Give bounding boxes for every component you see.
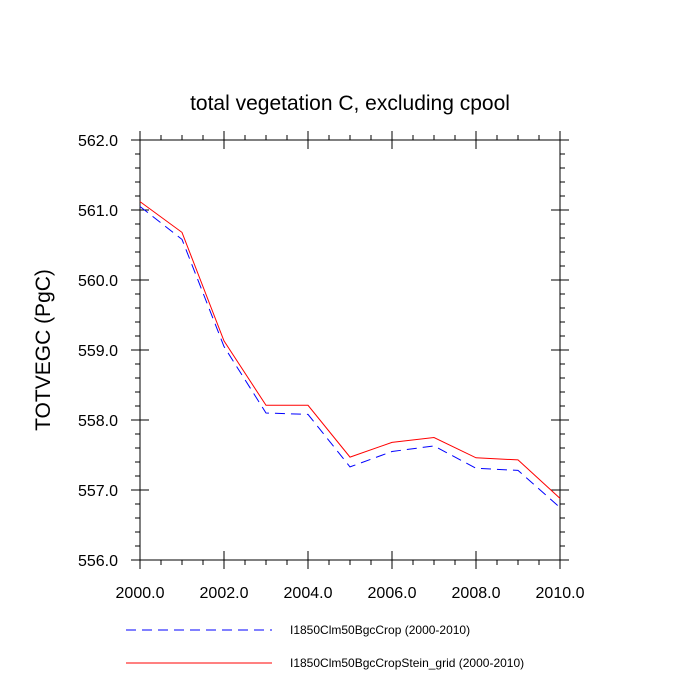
y-tick-label: 561.0 xyxy=(78,203,118,220)
series-lines xyxy=(139,201,561,508)
y-tick-label: 562.0 xyxy=(78,133,118,150)
y-tick-label: 557.0 xyxy=(78,483,118,500)
x-tick-label: 2006.0 xyxy=(368,585,417,602)
x-tick-label: 2004.0 xyxy=(284,585,333,602)
x-tick-label: 2010.0 xyxy=(536,585,585,602)
series-line-1 xyxy=(139,206,561,508)
y-tick-label: 556.0 xyxy=(78,553,118,570)
legend-label-2: I1850Clm50BgcCropStein_grid (2000-2010) xyxy=(290,656,524,670)
x-tick-label: 2002.0 xyxy=(200,585,249,602)
chart-title: total vegetation C, excluding cpool xyxy=(190,92,510,115)
y-tick-label: 558.0 xyxy=(78,413,118,430)
y-tick-label: 559.0 xyxy=(78,343,118,360)
plot-frame xyxy=(139,139,561,561)
y-axis-label: TOTVEGC (PgC) xyxy=(32,269,55,431)
legend: I1850Clm50BgcCrop (2000-2010) I1850Clm50B… xyxy=(126,623,524,670)
legend-label-1: I1850Clm50BgcCrop (2000-2010) xyxy=(290,623,470,637)
axes: 2000.0 2002.0 2004.0 2006.0 2008.0 2010.0 556.… xyxy=(78,131,585,602)
y-tick-label: 560.0 xyxy=(78,273,118,290)
x-tick-label: 2008.0 xyxy=(452,585,501,602)
series-line-2 xyxy=(139,201,561,499)
x-tick-label: 2000.0 xyxy=(116,585,165,602)
